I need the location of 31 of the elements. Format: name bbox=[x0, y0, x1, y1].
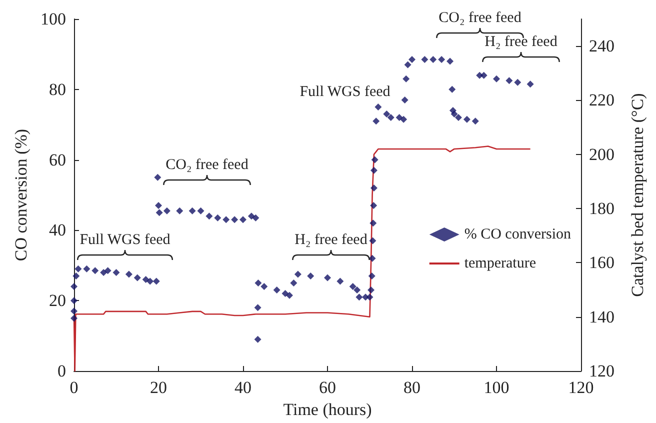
y2-tick-label: 180 bbox=[589, 199, 614, 218]
annotation: CO₂ free feed bbox=[438, 10, 522, 26]
annotation: CO₂ free feed bbox=[166, 157, 249, 173]
y-tick-label: 80 bbox=[49, 80, 66, 99]
y2-tick-label: 160 bbox=[589, 253, 614, 272]
y2-tick-label: 240 bbox=[589, 36, 614, 56]
legend-label: % CO conversion bbox=[464, 226, 572, 242]
y-tick-label: 60 bbox=[49, 150, 66, 170]
x-tick-label: 40 bbox=[234, 378, 252, 397]
x-axis-title: Time (hours) bbox=[283, 400, 372, 419]
x-tick-label: 100 bbox=[484, 378, 510, 397]
annotation: Full WGS feed bbox=[300, 84, 391, 100]
y-tick-label: 20 bbox=[49, 291, 66, 310]
y-tick-label: 40 bbox=[49, 220, 66, 240]
y-tick-label: 100 bbox=[40, 10, 66, 28]
y2-tick-label: 140 bbox=[589, 307, 614, 326]
y-axis-title: CO conversion (%) bbox=[12, 128, 31, 262]
annotation: H₂ free feed bbox=[294, 232, 368, 248]
x-tick-label: 0 bbox=[70, 378, 78, 397]
x-tick-label: 60 bbox=[319, 378, 336, 397]
x-tick-label: 120 bbox=[568, 378, 594, 397]
annotation: H₂ free feed bbox=[484, 34, 558, 50]
legend-label: temperature bbox=[464, 256, 536, 272]
y2-tick-label: 220 bbox=[589, 90, 614, 110]
x-tick-label: 80 bbox=[404, 378, 420, 397]
annotation: Full WGS feed bbox=[80, 232, 171, 248]
x-tick-label: 20 bbox=[150, 378, 167, 397]
y2-tick-label: 120 bbox=[589, 362, 614, 380]
y2-tick-label: 200 bbox=[589, 144, 614, 164]
y-tick-label: 0 bbox=[58, 362, 66, 380]
y2-axis-title: Catalyst bed temperature (°C) bbox=[628, 93, 647, 297]
